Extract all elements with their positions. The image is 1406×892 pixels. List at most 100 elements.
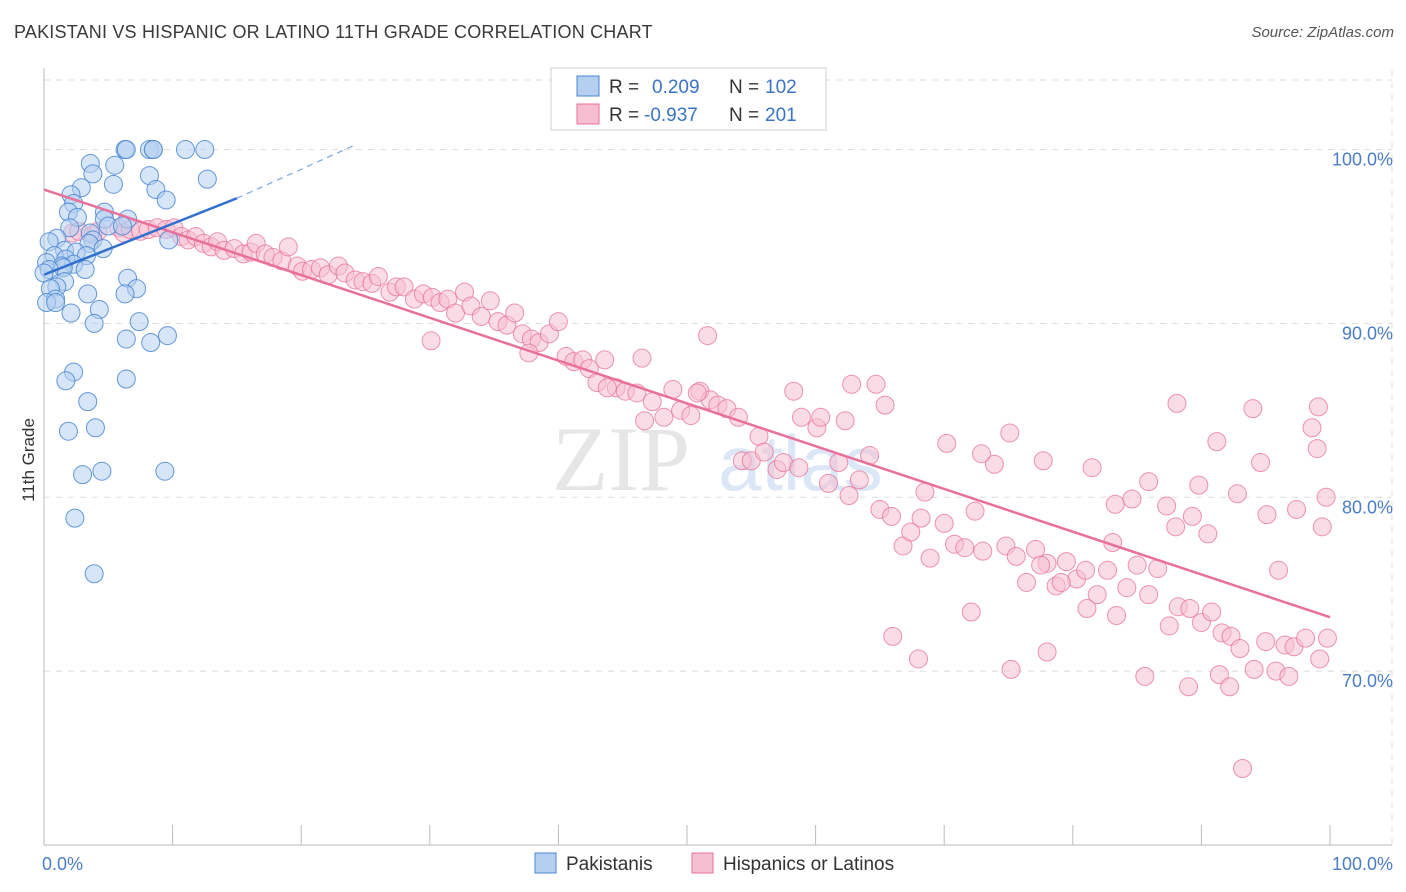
trend-line-pakistanis xyxy=(43,197,238,276)
point-hispanics xyxy=(687,383,707,403)
legend-n-value-blue: 102 xyxy=(765,77,797,98)
point-hispanics xyxy=(1105,494,1125,514)
point-hispanics xyxy=(1209,665,1229,685)
bottom-legend-swatch-pakistanis xyxy=(534,852,557,874)
y-tick-label: 80.0% xyxy=(1342,497,1393,517)
point-hispanics xyxy=(908,649,928,669)
point-pakistanis xyxy=(115,284,135,304)
point-hispanics xyxy=(934,513,954,533)
point-hispanics xyxy=(849,470,869,490)
point-hispanics xyxy=(1180,599,1200,619)
point-pakistanis xyxy=(103,174,123,194)
point-pakistanis xyxy=(195,140,215,160)
point-hispanics xyxy=(548,312,568,332)
point-pakistanis xyxy=(112,216,132,236)
point-pakistanis xyxy=(92,461,112,481)
point-hispanics xyxy=(1189,475,1209,495)
point-hispanics xyxy=(881,506,901,526)
point-pakistanis xyxy=(155,461,175,481)
point-hispanics xyxy=(1056,552,1076,572)
point-hispanics xyxy=(1233,759,1253,778)
point-hispanics xyxy=(1167,393,1187,413)
point-pakistanis xyxy=(56,371,76,391)
point-pakistanis xyxy=(197,169,217,189)
bottom-legend-pakistanis: Pakistanis xyxy=(566,854,653,875)
point-hispanics xyxy=(368,266,388,286)
point-hispanics xyxy=(1082,458,1102,478)
source-credit: Source: ZipAtlas.com xyxy=(1251,24,1394,41)
legend-r-label-blue: R = xyxy=(609,77,639,98)
point-hispanics xyxy=(1051,572,1071,592)
point-hispanics xyxy=(1296,628,1316,648)
point-hispanics xyxy=(654,407,674,427)
legend-r-label-pink: R = xyxy=(609,105,639,126)
point-hispanics xyxy=(1244,659,1264,679)
point-hispanics xyxy=(789,458,809,478)
point-hispanics xyxy=(1257,505,1277,525)
point-hispanics xyxy=(632,348,652,368)
point-hispanics xyxy=(471,306,491,326)
point-pakistanis xyxy=(84,564,104,584)
point-hispanics xyxy=(971,444,991,464)
point-pakistanis xyxy=(175,140,195,160)
stats-legend: R = 0.209 N = 102 R = -0.937 N = 201 xyxy=(550,67,827,131)
point-hispanics xyxy=(1139,585,1159,605)
point-pakistanis xyxy=(105,155,125,175)
point-hispanics xyxy=(1139,472,1159,492)
point-pakistanis xyxy=(129,312,149,332)
y-tick-label: 70.0% xyxy=(1342,671,1393,691)
point-hispanics xyxy=(1033,451,1053,471)
point-pakistanis xyxy=(116,140,136,160)
point-pakistanis xyxy=(78,392,98,412)
point-hispanics xyxy=(1269,560,1289,580)
point-hispanics xyxy=(1316,487,1336,507)
bottom-legend-hispanics: Hispanics or Latinos xyxy=(723,854,894,875)
point-hispanics xyxy=(1000,423,1020,443)
point-pakistanis xyxy=(61,303,81,323)
point-hispanics xyxy=(973,541,993,561)
point-pakistanis xyxy=(141,333,161,353)
point-hispanics xyxy=(937,433,957,453)
y-axis-label: 11th Grade xyxy=(19,418,38,502)
point-hispanics xyxy=(1310,649,1330,669)
y-tick-label: 100.0% xyxy=(1332,150,1393,170)
x-tick-label-max: 100.0% xyxy=(1332,854,1393,874)
trend-line-pakistanis-extension xyxy=(236,145,353,199)
point-hispanics xyxy=(1122,489,1142,509)
point-hispanics xyxy=(1230,639,1250,659)
point-pakistanis xyxy=(75,260,95,280)
point-hispanics xyxy=(642,392,662,412)
point-hispanics xyxy=(1037,642,1057,662)
point-hispanics xyxy=(784,381,804,401)
point-hispanics xyxy=(1220,677,1240,697)
point-hispanics xyxy=(1227,484,1247,504)
point-hispanics xyxy=(811,407,831,427)
point-hispanics xyxy=(965,501,985,521)
point-hispanics xyxy=(1312,517,1332,537)
point-pakistanis xyxy=(84,313,104,333)
point-hispanics xyxy=(480,291,500,311)
point-hispanics xyxy=(839,486,859,506)
point-hispanics xyxy=(1077,599,1097,619)
legend-r-value-pink: -0.937 xyxy=(644,105,698,126)
legend-swatch-pink xyxy=(576,103,600,125)
point-hispanics xyxy=(920,548,940,568)
point-hispanics xyxy=(505,303,525,323)
point-hispanics xyxy=(901,522,921,542)
point-hispanics xyxy=(1256,632,1276,652)
point-pakistanis xyxy=(143,140,163,160)
point-pakistanis xyxy=(83,164,103,184)
point-pakistanis xyxy=(116,369,136,389)
legend-r-value-blue: 0.209 xyxy=(652,77,700,98)
point-hispanics xyxy=(818,473,838,493)
point-hispanics xyxy=(842,374,862,394)
axes xyxy=(43,68,1392,846)
point-pakistanis xyxy=(73,465,93,485)
point-hispanics xyxy=(1308,397,1328,417)
point-pakistanis xyxy=(60,218,80,238)
y-tick-label: 90.0% xyxy=(1342,323,1393,343)
trend-line-hispanics xyxy=(43,188,1331,619)
point-hispanics xyxy=(1157,496,1177,516)
series-legend: Pakistanis Hispanics or Latinos xyxy=(534,852,894,875)
